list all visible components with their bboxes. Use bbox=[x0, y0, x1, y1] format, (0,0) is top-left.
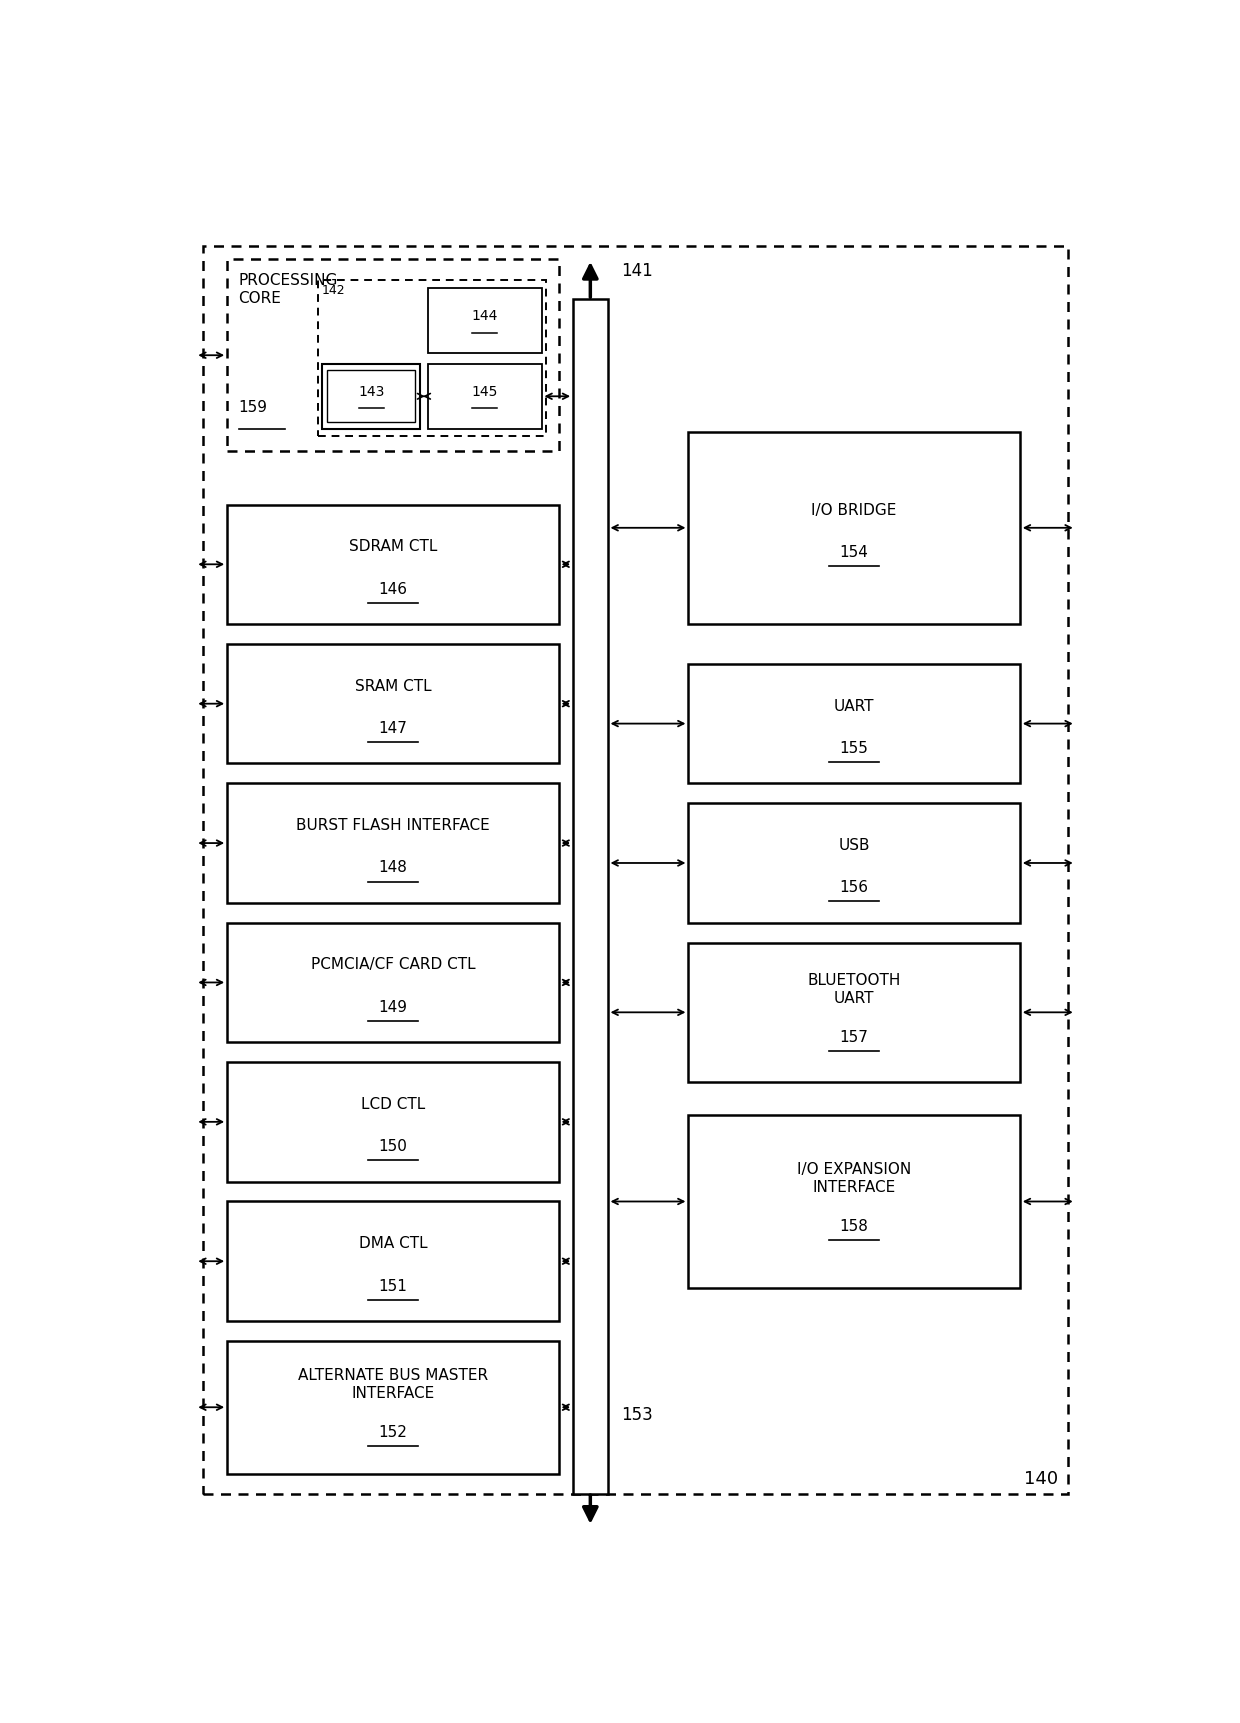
Text: 151: 151 bbox=[378, 1278, 407, 1292]
Text: 157: 157 bbox=[839, 1029, 868, 1044]
Text: 155: 155 bbox=[839, 741, 868, 756]
FancyBboxPatch shape bbox=[227, 924, 558, 1042]
FancyBboxPatch shape bbox=[227, 1063, 558, 1182]
FancyBboxPatch shape bbox=[227, 1340, 558, 1473]
Text: DMA CTL: DMA CTL bbox=[358, 1235, 427, 1251]
Text: 154: 154 bbox=[839, 544, 868, 560]
Text: 142: 142 bbox=[321, 284, 345, 296]
FancyBboxPatch shape bbox=[688, 1115, 1019, 1289]
Text: 147: 147 bbox=[378, 720, 407, 736]
Text: 145: 145 bbox=[471, 384, 497, 398]
FancyBboxPatch shape bbox=[428, 365, 542, 429]
Text: 146: 146 bbox=[378, 581, 408, 596]
FancyBboxPatch shape bbox=[688, 942, 1019, 1082]
Text: 141: 141 bbox=[621, 262, 652, 279]
Text: I/O BRIDGE: I/O BRIDGE bbox=[811, 503, 897, 517]
Text: 158: 158 bbox=[839, 1218, 868, 1234]
FancyBboxPatch shape bbox=[227, 644, 558, 763]
FancyBboxPatch shape bbox=[227, 260, 558, 451]
Text: SDRAM CTL: SDRAM CTL bbox=[348, 539, 436, 553]
Text: 153: 153 bbox=[621, 1404, 652, 1423]
FancyBboxPatch shape bbox=[688, 665, 1019, 784]
FancyBboxPatch shape bbox=[327, 370, 415, 424]
Text: 143: 143 bbox=[358, 384, 384, 398]
Text: 144: 144 bbox=[471, 308, 497, 324]
FancyBboxPatch shape bbox=[227, 505, 558, 625]
FancyBboxPatch shape bbox=[322, 365, 420, 429]
Text: USB: USB bbox=[838, 837, 870, 853]
FancyBboxPatch shape bbox=[203, 246, 1068, 1494]
FancyBboxPatch shape bbox=[319, 281, 546, 436]
FancyBboxPatch shape bbox=[688, 803, 1019, 924]
Text: LCD CTL: LCD CTL bbox=[361, 1096, 425, 1111]
Text: ALTERNATE BUS MASTER
INTERFACE: ALTERNATE BUS MASTER INTERFACE bbox=[298, 1368, 487, 1399]
Text: SRAM CTL: SRAM CTL bbox=[355, 679, 432, 693]
Text: 140: 140 bbox=[1024, 1470, 1059, 1487]
FancyBboxPatch shape bbox=[227, 784, 558, 903]
Text: 148: 148 bbox=[378, 860, 407, 875]
Text: 149: 149 bbox=[378, 999, 408, 1015]
Text: BLUETOOTH
UART: BLUETOOTH UART bbox=[807, 973, 900, 1005]
Text: UART: UART bbox=[833, 698, 874, 713]
FancyBboxPatch shape bbox=[227, 1203, 558, 1322]
Text: I/O EXPANSION
INTERFACE: I/O EXPANSION INTERFACE bbox=[797, 1161, 911, 1194]
FancyBboxPatch shape bbox=[428, 289, 542, 353]
Text: 152: 152 bbox=[378, 1423, 407, 1439]
Text: 159: 159 bbox=[238, 400, 268, 415]
FancyBboxPatch shape bbox=[573, 300, 608, 1494]
Text: PCMCIA/CF CARD CTL: PCMCIA/CF CARD CTL bbox=[310, 956, 475, 972]
Text: PROCESSING
CORE: PROCESSING CORE bbox=[238, 272, 339, 305]
Text: BURST FLASH INTERFACE: BURST FLASH INTERFACE bbox=[296, 817, 490, 832]
Text: 150: 150 bbox=[378, 1139, 407, 1154]
Text: 156: 156 bbox=[839, 880, 869, 894]
FancyBboxPatch shape bbox=[688, 432, 1019, 625]
